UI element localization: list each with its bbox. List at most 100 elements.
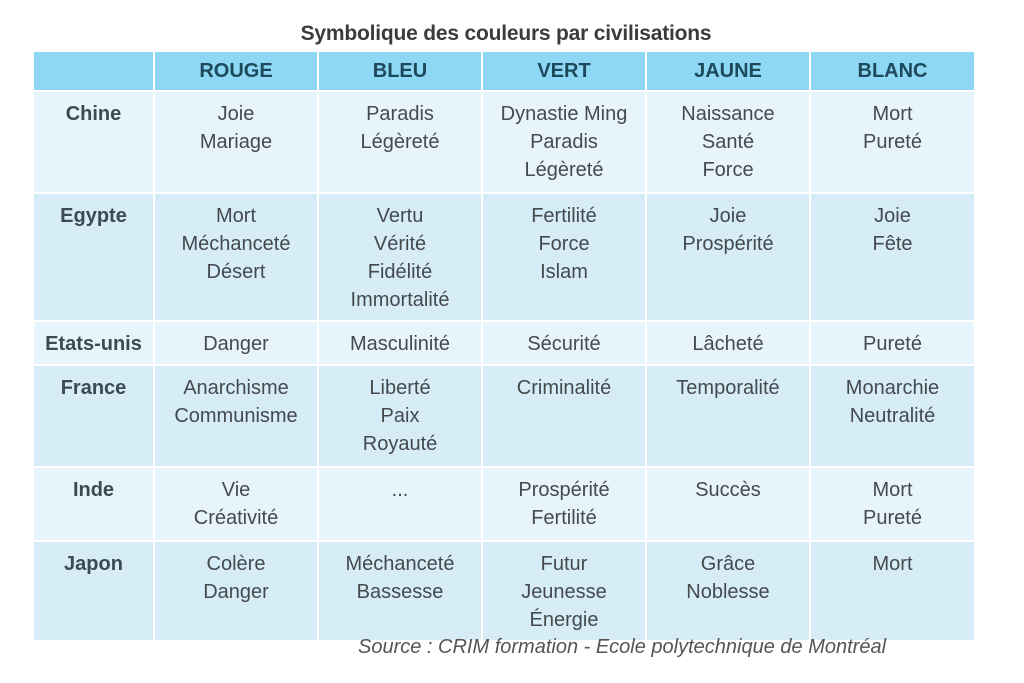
table-cell: Succès	[646, 467, 811, 542]
row-header-civilisation: Japon	[34, 541, 155, 642]
cell-term: Paix	[380, 405, 420, 427]
table-row: Inde Vie Créativité... Prospérité Fertilité S…	[34, 467, 974, 542]
table-cell: ...	[318, 467, 483, 542]
table-cell: Joie Prospérité	[646, 193, 811, 322]
table-row: Egypte Mort Méchanceté Désert Vertu Vérité Fid…	[34, 193, 974, 322]
cell-term: Succès	[695, 479, 761, 501]
table-cell: Lâcheté	[646, 321, 811, 366]
cell-term: Grâce	[700, 553, 756, 575]
cell-term: Énergie	[529, 609, 599, 631]
header-vert: VERT	[482, 52, 647, 92]
row-header-civilisation: Etats-unis	[34, 321, 155, 366]
table-cell: Pureté	[810, 321, 974, 366]
cell-term: Force	[538, 233, 590, 255]
table-cell: Vertu Vérité Fidélité Immortalité	[318, 193, 483, 322]
table-cell: Danger	[154, 321, 319, 366]
table-cell: Fertilité Force Islam	[482, 193, 647, 322]
cell-term: Lâcheté	[692, 333, 764, 355]
cell-term: Liberté	[369, 377, 431, 399]
cell-term: Pureté	[863, 131, 922, 153]
header-row: ROUGE BLEU VERT JAUNE BLANC	[34, 52, 974, 92]
cell-term: Joie	[217, 103, 255, 125]
header-corner	[34, 52, 155, 92]
table-cell: Vie Créativité	[154, 467, 319, 542]
table-cell: Criminalité	[482, 365, 647, 468]
table-row: Chine Joie Mariage Paradis Légèreté Dynastie …	[34, 91, 974, 194]
cell-term: Anarchisme	[183, 377, 289, 399]
cell-term: Futur	[540, 553, 588, 575]
cell-term: Joie	[874, 205, 911, 227]
header-blanc: BLANC	[810, 52, 974, 92]
table-row: Etats-unis Danger Masculinité Sécurité Lâche…	[34, 321, 974, 366]
cell-term: Immortalité	[350, 289, 450, 311]
row-header-civilisation: Egypte	[34, 193, 155, 322]
cell-term: Noblesse	[686, 581, 770, 603]
cell-term: Vertu	[376, 205, 424, 227]
cell-term: Prospérité	[682, 233, 774, 255]
cell-term: Colère	[206, 553, 266, 575]
cell-term: Criminalité	[516, 377, 612, 399]
table-cell: Mort	[810, 541, 974, 642]
cell-term: Désert	[206, 261, 266, 283]
table-cell: Monarchie Neutralité	[810, 365, 974, 468]
cell-term: Jeunesse	[521, 581, 607, 603]
table-cell: Anarchisme Communisme	[154, 365, 319, 468]
cell-term: Naissance	[681, 103, 775, 125]
table-cell: Mort Pureté	[810, 467, 974, 542]
row-header-civilisation: Chine	[34, 91, 155, 194]
table-row: France Anarchisme Communisme Liberté Paix Roy…	[34, 365, 974, 468]
cell-term: Mort	[872, 553, 913, 575]
cell-term: Dynastie Ming	[500, 103, 628, 125]
cell-term: Joie	[709, 205, 747, 227]
cell-term: Mariage	[199, 131, 273, 153]
cell-term: Prospérité	[518, 479, 610, 501]
cell-term: Communisme	[174, 405, 298, 427]
cell-term: Santé	[701, 131, 755, 153]
cell-term: Fertilité	[531, 205, 597, 227]
cell-term: Mort	[872, 103, 913, 125]
table-cell: Joie Fête	[810, 193, 974, 322]
table-cell: Méchanceté Bassesse	[318, 541, 483, 642]
table-cell: Dynastie Ming Paradis Légèreté	[482, 91, 647, 194]
cell-term: Vie	[221, 479, 251, 501]
table-cell: Paradis Légèreté	[318, 91, 483, 194]
cell-term: Paradis	[366, 103, 434, 125]
row-header-civilisation: France	[34, 365, 155, 468]
table-cell: Sécurité	[482, 321, 647, 366]
cell-term: ...	[391, 479, 409, 501]
cell-term: Masculinité	[349, 333, 451, 355]
cell-term: Neutralité	[849, 405, 936, 427]
cell-term: Fertilité	[531, 507, 597, 529]
table-cell: Liberté Paix Royauté	[318, 365, 483, 468]
cell-term: Mort	[872, 479, 913, 501]
cell-term: Fête	[872, 233, 913, 255]
cell-term: Paradis	[530, 131, 598, 153]
table-cell: Naissance Santé Force	[646, 91, 811, 194]
cell-term: Monarchie	[845, 377, 940, 399]
cell-term: Bassesse	[356, 581, 444, 603]
cell-term: Islam	[540, 261, 588, 283]
table-row: Japon Colère Danger Méchanceté Bassesse Futur…	[34, 541, 974, 642]
table-cell: Temporalité	[646, 365, 811, 468]
table-cell: Futur Jeunesse Énergie	[482, 541, 647, 642]
cell-term: Légèreté	[524, 159, 604, 181]
table-cell: Colère Danger	[154, 541, 319, 642]
cell-term: Sécurité	[527, 333, 601, 355]
cell-term: Fidélité	[367, 261, 433, 283]
cell-term: Mort	[216, 205, 256, 227]
cell-term: Royauté	[362, 433, 438, 455]
source-caption: Source : CRIM formation - Ecole polytech…	[358, 636, 887, 658]
table-cell: Joie Mariage	[154, 91, 319, 194]
cell-term: Danger	[203, 333, 269, 355]
cell-term: Temporalité	[676, 377, 780, 399]
table-cell: Grâce Noblesse	[646, 541, 811, 642]
cell-term: Danger	[203, 581, 269, 603]
cell-term: Force	[702, 159, 754, 181]
cell-term: Pureté	[863, 507, 922, 529]
cell-term: Légèreté	[360, 131, 440, 153]
cell-term: Méchanceté	[181, 233, 291, 255]
color-symbolism-table: ROUGE BLEU VERT JAUNE BLANC Chine Joie Mar…	[34, 52, 974, 642]
header-bleu: BLEU	[318, 52, 483, 92]
row-header-civilisation: Inde	[34, 467, 155, 542]
cell-term: Créativité	[193, 507, 279, 529]
